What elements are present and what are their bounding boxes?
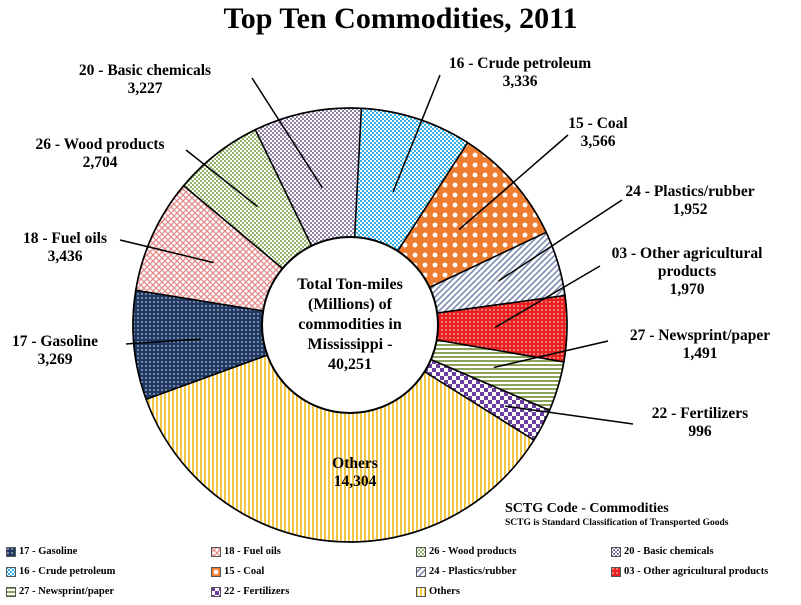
legend-swatch (416, 586, 426, 597)
slice-value-22-fertilizers: 996 (688, 423, 712, 440)
legend-swatch (6, 546, 16, 557)
sctg-code-heading: SCTG Code - Commodities (505, 501, 669, 516)
slice-label-18-fuel-oils: 18 - Fuel oils (23, 230, 107, 247)
leader-line-27-newsprint-paper (493, 340, 609, 369)
center-label-line: Total Ton-miles (297, 276, 403, 293)
slice-label-24-plastics-rubber: 24 - Plastics/rubber (625, 183, 754, 200)
leader-line-15-coal (458, 134, 569, 231)
slice-value-24-plastics-rubber: 1,952 (673, 201, 708, 218)
slice-value-03-other-agricultural-products: 1,970 (670, 281, 705, 298)
legend-swatch (416, 546, 426, 557)
legend-swatch (211, 566, 221, 577)
slice-label-16-crude-petroleum: 16 - Crude petroleum (449, 55, 591, 72)
legend-swatch (6, 566, 16, 577)
legend-swatch (611, 566, 621, 577)
slice-value-20-basic-chemicals: 3,227 (128, 80, 163, 97)
slice-label-22-fertilizers: 22 - Fertilizers (652, 405, 748, 422)
legend-swatch (416, 566, 426, 577)
leader-line-16-crude-petroleum (392, 74, 441, 193)
slice-label-17-gasoline: 17 - Gasoline (12, 333, 98, 350)
slice-value-15-coal: 3,566 (581, 133, 616, 150)
legend-item-others: Others (416, 586, 460, 597)
slice-label-20-basic-chemicals: 20 - Basic chemicals (79, 62, 211, 79)
legend-item-15-coal: 15 - Coal (211, 566, 264, 577)
legend-item-16-crude-petroleum: 16 - Crude petroleum (6, 566, 115, 577)
slice-value-17-gasoline: 3,269 (38, 351, 73, 368)
center-label-line: (Millions) of (308, 296, 393, 313)
legend-swatch (211, 546, 221, 557)
sctg-code-subtitle: SCTG is Standard Classification of Trans… (505, 518, 729, 528)
legend-label: 20 - Basic chemicals (624, 546, 714, 557)
pie-chart: Total Ton-miles (Millions) of commodities … (12, 55, 770, 543)
leader-line-20-basic-chemicals (251, 77, 323, 189)
pie-outline (132, 107, 568, 543)
leader-line-18-fuel-oils (119, 239, 214, 264)
legend-label: 16 - Crude petroleum (19, 566, 116, 577)
legend-item-03-other-agricultural-products: 03 - Other agricultural products (611, 566, 768, 577)
slice-value-27-newsprint-paper: 1,491 (683, 345, 718, 362)
leader-lines (119, 74, 634, 425)
leader-line-26-wood-products (185, 149, 259, 208)
center-label-line: 40,251 (328, 356, 372, 373)
legend-label: 17 - Gasoline (19, 546, 78, 557)
legend-item-24-plastics-rubber: 24 - Plastics/rubber (416, 566, 517, 577)
slice-label-27-newsprint-paper: 27 - Newsprint/paper (630, 327, 770, 344)
chart-title: Top Ten Commodities, 2011 (223, 2, 578, 35)
leader-line-24-plastics-rubber (498, 199, 623, 282)
slice-label-03-other-agricultural-products: 03 - Other agricultural products (612, 245, 764, 280)
legend-item-26-wood-products: 26 - Wood products (416, 546, 516, 557)
legend-swatch (6, 586, 16, 597)
center-label-line: commodities in (298, 316, 402, 333)
legend-item-20-basic-chemicals: 20 - Basic chemicals (611, 546, 714, 557)
leader-line-22-fertilizers (504, 405, 634, 425)
center-label-line: Mississippi - (308, 336, 393, 353)
slice-label-others: Others (332, 455, 378, 472)
legend-label: 15 - Coal (224, 566, 265, 577)
legend-item-18-fuel-oils: 18 - Fuel oils (211, 546, 281, 557)
slice-value-26-wood-products: 2,704 (83, 154, 118, 171)
legend-item-27-newsprint-paper: 27 - Newsprint/paper (6, 586, 114, 597)
slice-value-18-fuel-oils: 3,436 (48, 248, 83, 265)
legend-label: 18 - Fuel oils (224, 546, 281, 557)
leader-line-17-gasoline (125, 338, 201, 345)
slice-label-26-wood-products: 26 - Wood products (35, 136, 164, 153)
legend-swatch (611, 546, 621, 557)
legend-label: 03 - Other agricultural products (624, 566, 769, 577)
legend-label: 26 - Wood products (429, 546, 517, 557)
legend-label: 24 - Plastics/rubber (429, 566, 517, 577)
slice-label-15-coal: 15 - Coal (568, 115, 628, 132)
slice-value-others: 14,304 (334, 473, 377, 490)
legend-item-22-fertilizers: 22 - Fertilizers (211, 586, 289, 597)
legend-item-17-gasoline: 17 - Gasoline (6, 546, 77, 557)
center-hole (261, 236, 439, 414)
center-label: Total Ton-miles (Millions) of commodities … (297, 276, 403, 373)
legend-label: Others (429, 586, 460, 597)
slice-value-16-crude-petroleum: 3,336 (503, 73, 538, 90)
legend-label: 27 - Newsprint/paper (19, 586, 115, 597)
legend-swatch (211, 586, 221, 597)
leader-line-03-other-agricultural-products (494, 265, 601, 329)
legend-label: 22 - Fertilizers (224, 586, 290, 597)
